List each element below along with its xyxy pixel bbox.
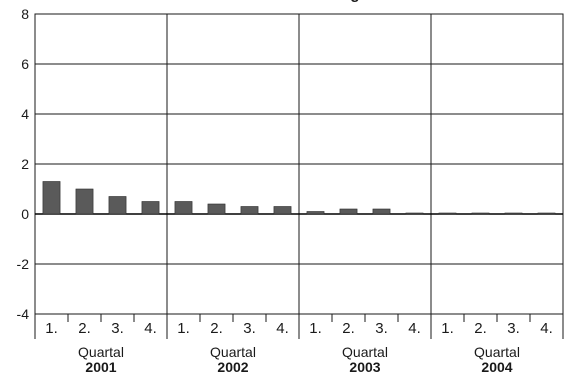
grid-lines: [34, 13, 564, 315]
y-tick-label: 0: [21, 206, 29, 222]
group-year: 2003: [349, 359, 380, 375]
bar: [273, 206, 292, 215]
quarter-label: 3.: [243, 320, 256, 337]
y-tick-label: 2: [21, 156, 29, 172]
y-tick-label: 6: [21, 56, 29, 72]
bar: [306, 211, 325, 215]
group-label: Quartal: [78, 344, 124, 360]
quarter-label: 1.: [441, 320, 454, 337]
bar: [537, 212, 556, 215]
bar: [108, 196, 127, 215]
quarter-label: 1.: [45, 320, 58, 337]
quarter-label: 1.: [309, 320, 322, 337]
group-year: 2002: [217, 359, 248, 375]
quarter-label: 4.: [276, 320, 289, 337]
bar: [372, 208, 391, 215]
quarter-label: 3.: [375, 320, 388, 337]
bar: [504, 212, 523, 215]
quarter-label: 2.: [474, 320, 487, 337]
bar: [42, 181, 61, 215]
bar: [75, 188, 94, 215]
quarter-label: 4.: [408, 320, 421, 337]
bar: [240, 206, 259, 215]
bars: [42, 181, 556, 215]
chart-title: g: [225, 0, 485, 3]
bar: [207, 203, 226, 215]
y-tick-label: -2: [17, 256, 30, 272]
y-tick-label: 4: [21, 106, 29, 122]
quarter-label: 4.: [144, 320, 157, 337]
quarter-label: 4.: [540, 320, 553, 337]
quarter-label: 3.: [111, 320, 124, 337]
y-tick-label: 8: [21, 6, 29, 22]
quarter-label: 1.: [177, 320, 190, 337]
quarter-label: 2.: [78, 320, 91, 337]
bar: [339, 208, 358, 215]
group-year: 2001: [85, 359, 116, 375]
quarter-label: 2.: [210, 320, 223, 337]
bar: [471, 212, 490, 215]
quarter-label: 3.: [507, 320, 520, 337]
bar: [174, 201, 193, 215]
group-label: Quartal: [342, 344, 388, 360]
group-label: Quartal: [474, 344, 520, 360]
quarter-label: 2.: [342, 320, 355, 337]
group-label: Quartal: [210, 344, 256, 360]
group-year: 2004: [481, 359, 512, 375]
y-tick-label: -4: [17, 306, 30, 322]
bar: [141, 201, 160, 215]
y-axis-ticks: 8 6 4 2 0 -2 -4: [17, 6, 30, 322]
bar: [405, 212, 424, 215]
bar: [438, 212, 457, 215]
